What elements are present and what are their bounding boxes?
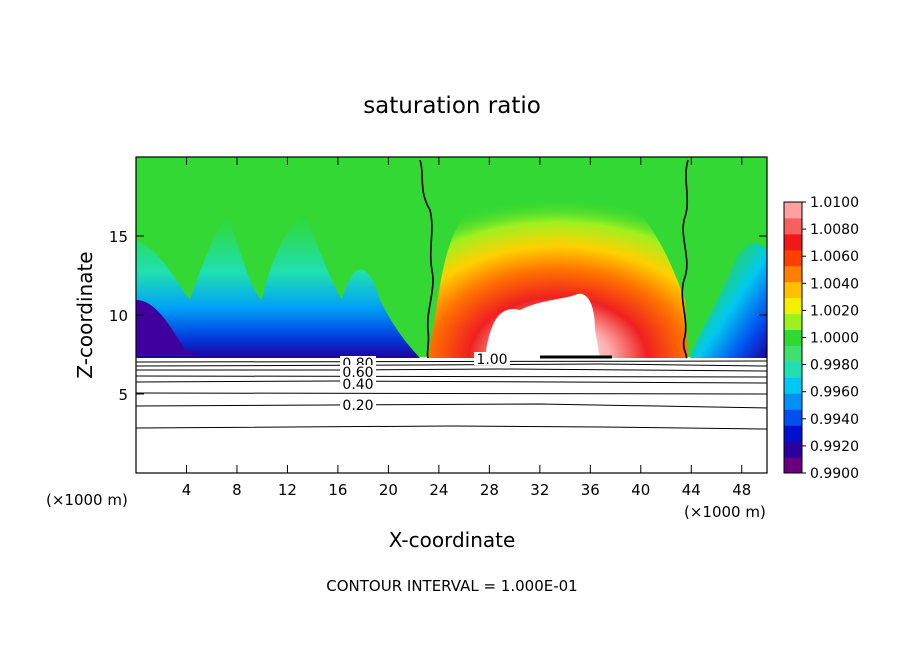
colorbar-swatch [784, 329, 802, 346]
colorbar-label: 0.9980 [810, 358, 859, 374]
colorbar-label: 1.0080 [810, 222, 859, 238]
y-axis-ticks: 5 10 15 [109, 228, 767, 404]
y-axis-label: Z-coordinate [73, 251, 97, 378]
chart-title: saturation ratio [363, 93, 541, 119]
colorbar-swatch [784, 441, 802, 458]
x-tick-label: 8 [232, 481, 242, 499]
colorbar-swatch [784, 409, 802, 426]
y-tick-label: 5 [118, 386, 128, 404]
x-tick-label: 32 [530, 481, 549, 499]
colorbar-label: 0.9900 [810, 466, 859, 482]
contour-label-bg [340, 377, 376, 390]
colorbar-label: 1.0060 [810, 249, 859, 265]
x-tick-label: 48 [732, 481, 751, 499]
x-unit-right: (×1000 m) [684, 503, 766, 521]
x-tick-label: 36 [581, 481, 600, 499]
x-tick-label: 4 [182, 481, 192, 499]
colorbar-label: 1.0100 [810, 195, 859, 211]
left-deep-region [136, 300, 200, 356]
colorbar-label: 0.9960 [810, 385, 859, 401]
x-tick-label: 12 [278, 481, 297, 499]
cloud-white-core [485, 293, 600, 358]
colorbar-swatch [784, 345, 802, 362]
contour-label-bg [340, 365, 376, 378]
x-tick-label: 20 [379, 481, 398, 499]
x-tick-label: 44 [682, 481, 701, 499]
x-tick-label: 28 [480, 481, 499, 499]
colorbar-swatch [784, 281, 802, 299]
contour-label-bg [340, 398, 376, 411]
left-subsaturated-region [136, 215, 420, 358]
colorbar-swatch [784, 202, 802, 219]
colorbar-swatch [784, 249, 802, 267]
supersaturated-region [428, 180, 688, 358]
colorbar-swatch [784, 361, 802, 378]
contour-label: 0.40 [342, 377, 373, 393]
field-fill [136, 157, 767, 473]
colorbar-label: 0.9920 [810, 439, 859, 455]
colorbar-swatch [784, 217, 802, 235]
colorbar: 1.0100 1.0080 1.0060 1.0040 1.0020 1.0000 0.99… [783, 195, 859, 482]
colorbar-swatch [784, 377, 802, 394]
colorbar-swatch [784, 297, 802, 315]
x-axis-ticks: 4 8 12 16 20 24 28 32 36 40 44 48 [182, 157, 751, 499]
colorbar-swatch [784, 265, 802, 283]
x-tick-label: 40 [631, 481, 650, 499]
x-axis-label: X-coordinate [389, 528, 516, 552]
colorbar-swatch [784, 233, 802, 251]
colorbar-label: 0.9940 [810, 412, 859, 428]
x-tick-label: 16 [328, 481, 347, 499]
contour-lines-horizontal [136, 355, 767, 430]
contour-label-bg [474, 352, 510, 365]
y-tick-label: 15 [109, 228, 128, 246]
x-tick-label: 24 [429, 481, 448, 499]
contour-line-1.00-left [419, 159, 434, 359]
colorbar-swatch [784, 313, 802, 331]
colorbar-label: 1.0020 [810, 303, 859, 319]
colorbar-label: 1.0000 [810, 331, 859, 347]
contour-label: 0.20 [342, 398, 373, 414]
colorbar-swatch [784, 457, 802, 474]
colorbar-label: 1.0040 [810, 276, 859, 292]
contour-label: 1.00 [476, 352, 507, 368]
x-unit-left: (×1000 m) [46, 491, 128, 509]
contour-line-1.00-right [681, 159, 689, 359]
colorbar-swatch [784, 393, 802, 410]
contour-labels: 0.800.600.400.201.00 [340, 352, 510, 414]
y-tick-label: 10 [109, 307, 128, 325]
colorbar-swatch [784, 425, 802, 442]
contour-interval-footer: CONTOUR INTERVAL = 1.000E-01 [326, 577, 577, 595]
right-subsaturated-region [690, 243, 767, 358]
subcloud-region [136, 358, 767, 473]
